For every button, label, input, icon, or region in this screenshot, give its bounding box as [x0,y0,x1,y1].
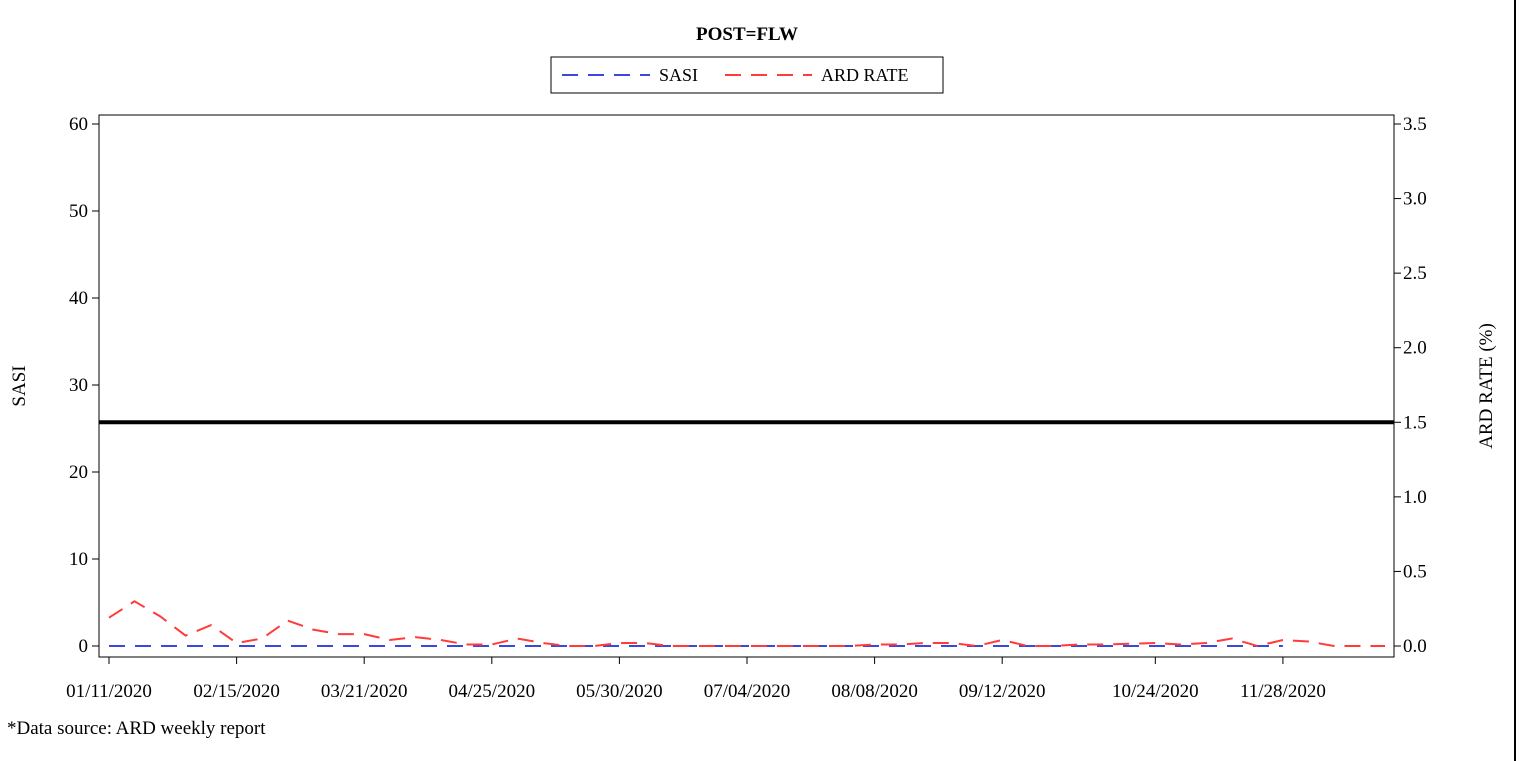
x-tick-label: 07/04/2020 [704,681,791,702]
left-axis: 0 10 20 30 40 50 60 [69,114,99,657]
x-tick-label: 01/11/2020 [66,681,152,702]
x-tick-label: 09/12/2020 [959,681,1046,702]
legend: SASI ARD RATE [550,56,944,94]
right-axis: 0.0 0.5 1.0 1.5 2.0 2.5 3.0 3.5 [1394,114,1427,657]
x-axis: 01/11/2020 02/15/2020 03/21/2020 04/25/2020… [66,657,1326,702]
y-tick-label: 0 [79,636,89,657]
plot-frame [98,114,1395,658]
legend-label-ard-rate: ARD RATE [821,65,909,85]
y2-tick-label: 2.5 [1403,263,1427,284]
y-tick-label: 40 [69,288,88,309]
x-tick-label: 03/21/2020 [321,681,408,702]
page-edge-line [1514,0,1516,761]
legend-label-sasi: SASI [659,65,698,85]
y-tick-label: 60 [69,114,88,135]
y2-tick-label: 0.5 [1403,561,1427,582]
y2-axis-label: ARD RATE (%) [1476,323,1497,449]
y-tick-label: 50 [69,201,88,222]
x-tick-label: 08/08/2020 [831,681,918,702]
series-layer [108,600,1385,648]
x-tick-label: 02/15/2020 [193,681,280,702]
y2-tick-label: 3.5 [1403,114,1427,135]
x-tick-label: 04/25/2020 [449,681,536,702]
y2-tick-label: 2.0 [1403,338,1427,359]
footnote: *Data source: ARD weekly report [7,718,266,739]
y2-tick-label: 1.5 [1403,412,1427,433]
y2-tick-label: 1.0 [1403,487,1427,508]
x-tick-label: 10/24/2020 [1112,681,1199,702]
y-tick-label: 10 [69,549,88,570]
y2-tick-label: 3.0 [1403,189,1427,210]
x-tick-label: 05/30/2020 [576,681,663,702]
y-tick-label: 20 [69,462,88,483]
y-axis-label: SASI [9,365,30,406]
chart-title: POST=FLW [696,24,798,45]
series-line-ard-rate [108,600,1385,648]
y-tick-label: 30 [69,375,88,396]
y2-tick-label: 0.0 [1403,636,1427,657]
x-tick-label: 11/28/2020 [1240,681,1326,702]
